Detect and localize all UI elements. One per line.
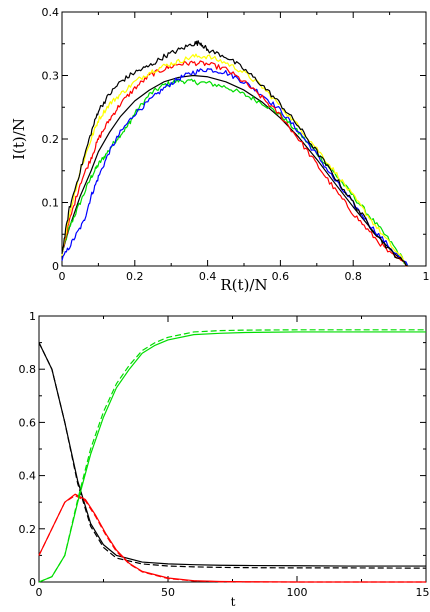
x-tick-label-bottom: 100 xyxy=(287,586,308,599)
y-tick-label-bottom: 0 xyxy=(29,576,36,589)
y-tick-label-top: 0.3 xyxy=(42,70,60,83)
series-line-top-4 xyxy=(61,53,408,267)
chart-top: 0 0.2 0.4 0.6 0.8 1 0 0.1 0.2 0.3 0.4 R(t)/N I(t)/… xyxy=(10,6,430,294)
x-tick-label-top: 0.2 xyxy=(126,270,144,283)
y-tick-label-bottom: 0.8 xyxy=(19,363,37,376)
x-tick-label-top: 0.4 xyxy=(199,270,217,283)
series-line-top-0 xyxy=(61,74,409,267)
x-tick-label-top: 0.8 xyxy=(344,270,362,283)
series-line-top-1 xyxy=(61,78,409,267)
x-tick-label-top: 1 xyxy=(423,270,430,283)
x-axis-label-bottom: t xyxy=(231,595,236,609)
series-bottom xyxy=(38,329,427,583)
x-tick-label-top: 0.6 xyxy=(272,270,290,283)
series-line-bottom-5 xyxy=(38,329,426,583)
series-line-bottom-0 xyxy=(38,342,426,567)
y-tick-label-bottom: 0.2 xyxy=(19,523,37,536)
chart-bottom: 0 50 100 150 0 0.2 0.4 0.6 0.8 1 t xyxy=(19,310,430,609)
y-tick-label-bottom: 1 xyxy=(29,310,36,323)
y-tick-label-bottom: 0.4 xyxy=(19,470,37,483)
series-line-top-3 xyxy=(61,60,408,267)
y-tick-label-bottom: 0.6 xyxy=(19,416,37,429)
x-tick-label-top: 0 xyxy=(59,270,66,283)
x-axis-label-top: R(t)/N xyxy=(220,276,267,294)
x-tick-label-bottom: 50 xyxy=(161,586,175,599)
x-tick-label-bottom: 150 xyxy=(416,586,430,599)
series-line-bottom-1 xyxy=(38,342,427,569)
y-tick-label-top: 0.1 xyxy=(42,197,60,210)
series-line-bottom-3 xyxy=(38,494,426,583)
y-tick-label-top: 0 xyxy=(52,260,59,273)
plot-frame-bottom xyxy=(38,315,427,583)
y-tick-label-top: 0.4 xyxy=(42,6,60,19)
series-line-top-5 xyxy=(61,40,408,267)
y-axis-label-top: I(t)/N xyxy=(10,118,28,160)
ticks-bottom: 0 50 100 150 0 0.2 0.4 0.6 0.8 1 xyxy=(19,310,430,599)
series-top xyxy=(61,40,409,267)
series-line-bottom-2 xyxy=(38,493,426,583)
series-line-top-2 xyxy=(61,68,409,267)
series-line-bottom-4 xyxy=(38,331,426,583)
x-tick-label-bottom: 0 xyxy=(36,586,43,599)
y-tick-label-top: 0.2 xyxy=(42,133,60,146)
ticks-top: 0 0.2 0.4 0.6 0.8 1 0 0.1 0.2 0.3 0.4 xyxy=(42,6,430,283)
